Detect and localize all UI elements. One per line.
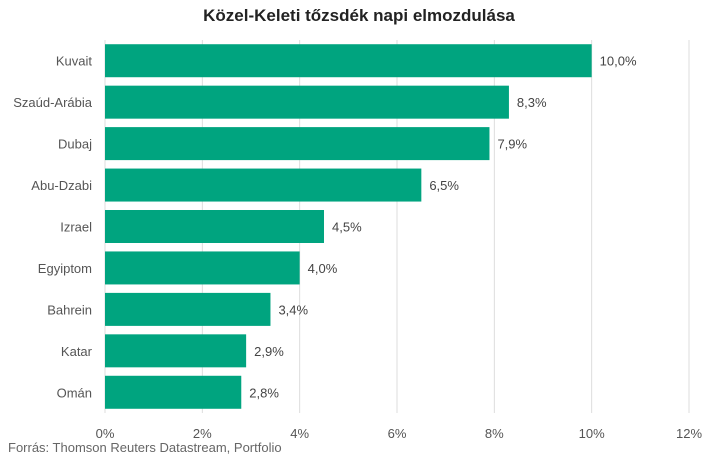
x-tick-label: 12%	[676, 426, 702, 441]
category-label: Omán	[57, 385, 92, 400]
category-label: Katar	[61, 344, 93, 359]
bar	[105, 210, 324, 243]
x-tick-label: 4%	[290, 426, 309, 441]
category-label: Abu-Dzabi	[31, 178, 92, 193]
category-label: Szaúd-Arábia	[13, 95, 93, 110]
data-label: 7,9%	[497, 137, 527, 152]
bar	[105, 85, 509, 119]
chart-title: Közel-Keleti tőzsdék napi elmozdulása	[203, 6, 515, 25]
category-label: Kuvait	[56, 54, 93, 69]
category-label: Izrael	[60, 220, 92, 235]
x-tick-label: 10%	[579, 426, 605, 441]
bar	[105, 251, 300, 285]
data-label: 8,3%	[517, 95, 547, 110]
data-label: 6,5%	[429, 178, 459, 193]
source-note: Forrás: Thomson Reuters Datastream, Port…	[8, 440, 282, 455]
category-label: Dubaj	[58, 137, 92, 152]
data-label: 2,8%	[249, 385, 279, 400]
x-tick-labels: 0% 2% 4% 6% 8% 10% 12%	[96, 426, 703, 441]
bar	[105, 127, 490, 161]
category-labels: Kuvait Szaúd-Arábia Dubaj Abu-Dzabi Izrael Eg…	[13, 54, 93, 401]
data-labels: 10,0% 8,3% 7,9% 6,5% 4,5% 4,0% 3,4% 2,9% 2,8%	[249, 54, 637, 401]
x-tick-label: 6%	[388, 426, 407, 441]
x-tick-label: 0%	[96, 426, 115, 441]
data-label: 2,9%	[254, 344, 284, 359]
data-label: 3,4%	[278, 302, 308, 317]
category-label: Bahrein	[47, 302, 92, 317]
data-label: 4,0%	[308, 261, 338, 276]
bars	[105, 44, 592, 409]
bar	[105, 44, 592, 78]
data-label: 10,0%	[600, 54, 637, 69]
category-label: Egyiptom	[38, 261, 92, 276]
data-label: 4,5%	[332, 220, 362, 235]
bar	[105, 334, 247, 368]
bar	[105, 292, 271, 326]
bar	[105, 168, 422, 202]
x-tick-label: 2%	[193, 426, 212, 441]
bar	[105, 375, 242, 409]
x-tick-label: 8%	[485, 426, 504, 441]
